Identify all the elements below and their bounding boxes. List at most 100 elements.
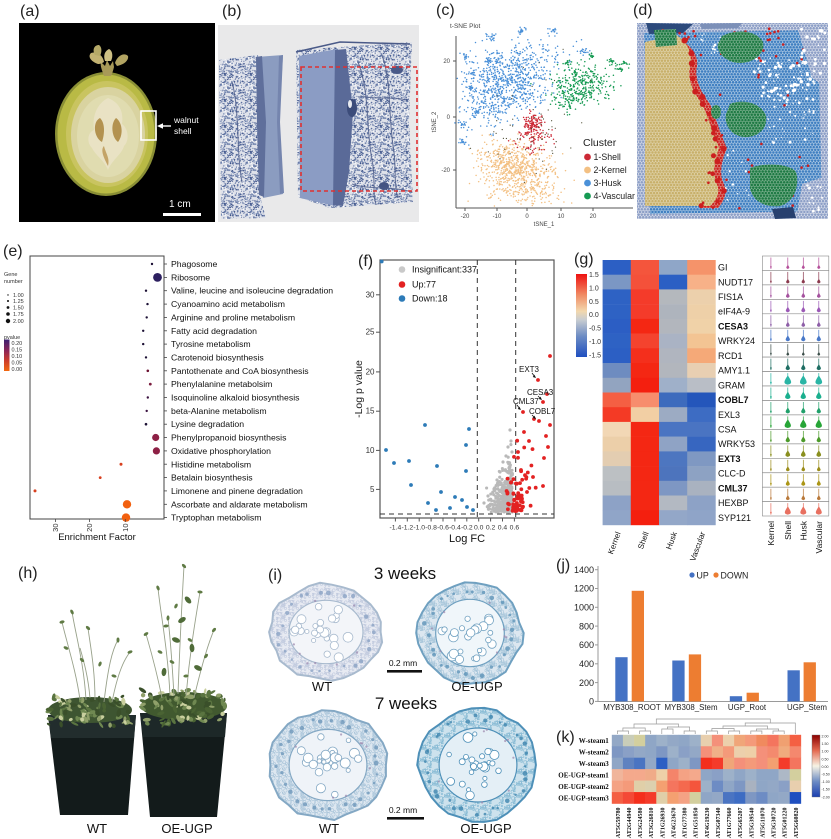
svg-text:-0.4: -0.4 <box>449 525 461 532</box>
svg-text:OE-UGP-steam3: OE-UGP-steam3 <box>558 794 609 802</box>
svg-text:20: 20 <box>443 59 450 65</box>
svg-text:-0.2: -0.2 <box>461 525 473 532</box>
svg-text:COBL7: COBL7 <box>529 407 556 416</box>
svg-text:0.2 mm: 0.2 mm <box>389 658 417 668</box>
svg-text:-1.4: -1.4 <box>390 525 402 532</box>
svg-text:Phenylalanine metabolsim: Phenylalanine metabolsim <box>171 379 272 389</box>
svg-text:Husk: Husk <box>798 520 808 540</box>
svg-text:Pantothenate and CoA biosynthe: Pantothenate and CoA biosynthesis <box>171 366 309 376</box>
svg-text:OE-UGP: OE-UGP <box>451 679 502 694</box>
svg-text:-2.00: -2.00 <box>822 795 830 799</box>
svg-text:Isoquinoline alkaloid biosynth: Isoquinoline alkaloid biosynthesis <box>171 393 300 403</box>
svg-text:2.00: 2.00 <box>13 319 24 325</box>
svg-text:Insignificant:337: Insignificant:337 <box>412 265 477 275</box>
svg-text:1.5: 1.5 <box>589 272 599 279</box>
svg-text:0.05: 0.05 <box>12 361 23 367</box>
svg-text:-1.2: -1.2 <box>401 525 413 532</box>
svg-text:AT3G24580: AT3G24580 <box>638 808 644 839</box>
svg-text:Enrichment Factor: Enrichment Factor <box>58 532 136 543</box>
svg-text:0.10: 0.10 <box>12 354 23 360</box>
svg-text:600: 600 <box>579 640 594 650</box>
svg-text:1000: 1000 <box>574 603 594 613</box>
svg-text:CML37: CML37 <box>513 397 539 406</box>
svg-text:-1.50: -1.50 <box>822 788 830 792</box>
svg-text:1-Shell: 1-Shell <box>594 152 621 162</box>
svg-text:1.25: 1.25 <box>13 299 24 305</box>
svg-text:800: 800 <box>579 621 594 631</box>
svg-text:AT3G30720: AT3G30720 <box>772 808 778 839</box>
svg-text:Valine, leucine and isoleucine: Valine, leucine and isoleucine degradati… <box>171 286 333 296</box>
svg-text:Carotenoid biosynthesis: Carotenoid biosynthesis <box>171 352 264 362</box>
svg-text:DOWN: DOWN <box>721 571 749 581</box>
svg-text:Ribosome: Ribosome <box>171 272 210 282</box>
svg-text:OE-UGP: OE-UGP <box>161 821 212 836</box>
svg-text:0.6: 0.6 <box>510 525 520 532</box>
svg-text:AT1G51850: AT1G51850 <box>694 808 700 839</box>
svg-text:GRAM: GRAM <box>718 380 745 390</box>
svg-text:CLC-D: CLC-D <box>718 469 746 479</box>
svg-text:0.5: 0.5 <box>589 299 599 306</box>
svg-text:MYB308_ROOT: MYB308_ROOT <box>603 703 661 712</box>
svg-text:Cyanoamino acid metabolism: Cyanoamino acid metabolism <box>171 299 285 309</box>
svg-text:-0.50: -0.50 <box>822 773 830 777</box>
svg-text:shell: shell <box>174 126 192 136</box>
svg-text:eIF4A-9: eIF4A-9 <box>718 307 750 317</box>
svg-text:OE-UGP: OE-UGP <box>460 821 511 836</box>
svg-text:CSA: CSA <box>718 424 737 434</box>
svg-text:10: 10 <box>366 446 375 455</box>
svg-text:CESA3: CESA3 <box>527 388 554 397</box>
svg-text:UGP_Root: UGP_Root <box>728 703 767 712</box>
svg-text:-20: -20 <box>441 168 450 174</box>
svg-text:-1.0: -1.0 <box>589 339 601 346</box>
svg-text:WT: WT <box>87 821 107 836</box>
svg-text:-1.00: -1.00 <box>822 780 830 784</box>
svg-text:Betalain biosynthesis: Betalain biosynthesis <box>171 473 253 483</box>
svg-text:3 weeks: 3 weeks <box>374 564 436 583</box>
svg-text:1400: 1400 <box>574 565 594 575</box>
svg-text:-0.8: -0.8 <box>425 525 437 532</box>
svg-text:AT1G77660: AT1G77660 <box>727 808 733 839</box>
svg-text:-1.0: -1.0 <box>413 525 425 532</box>
svg-text:AT3G07340: AT3G07340 <box>716 808 722 839</box>
svg-text:Histidine metabolism: Histidine metabolism <box>171 459 251 469</box>
svg-text:Kernel: Kernel <box>766 521 776 546</box>
svg-text:0.00: 0.00 <box>822 765 829 769</box>
svg-text:1.75: 1.75 <box>13 312 24 318</box>
svg-text:0.0: 0.0 <box>474 525 484 532</box>
svg-text:20: 20 <box>85 524 94 532</box>
svg-text:20: 20 <box>366 367 375 376</box>
svg-text:(a): (a) <box>20 3 40 20</box>
svg-text:Arginine and proline metabolis: Arginine and proline metabolism <box>171 312 295 322</box>
svg-text:2-Kernel: 2-Kernel <box>594 165 627 175</box>
svg-text:Tyrosine metabolism: Tyrosine metabolism <box>171 339 251 349</box>
svg-text:AT5G65207: AT5G65207 <box>738 808 744 839</box>
svg-text:0.0: 0.0 <box>589 312 599 319</box>
svg-text:1.00: 1.00 <box>822 750 829 754</box>
svg-text:walnut: walnut <box>173 115 199 125</box>
svg-text:0.2 mm: 0.2 mm <box>389 805 417 815</box>
svg-text:(k): (k) <box>556 729 575 746</box>
svg-text:UP: UP <box>697 571 709 581</box>
svg-text:4-Vascular: 4-Vascular <box>594 191 635 201</box>
svg-text:0.50: 0.50 <box>822 757 829 761</box>
svg-text:3-Husk: 3-Husk <box>594 178 622 188</box>
svg-text:RCD1: RCD1 <box>718 351 743 361</box>
svg-text:(j): (j) <box>556 557 570 574</box>
svg-text:30: 30 <box>51 524 60 532</box>
svg-text:CESA3: CESA3 <box>718 321 748 331</box>
svg-text:AT2G44940: AT2G44940 <box>627 808 633 839</box>
svg-text:AT4G23670: AT4G23670 <box>671 808 677 839</box>
svg-text:Fatty acid degradation: Fatty acid degradation <box>171 326 257 336</box>
svg-text:Limonene and pinene degradatio: Limonene and pinene degradation <box>171 486 303 496</box>
svg-text:1.00: 1.00 <box>13 293 24 299</box>
svg-text:t-SNE Plot: t-SNE Plot <box>450 23 481 30</box>
svg-text:AT5G01220: AT5G01220 <box>783 808 789 839</box>
svg-text:AT4G19230: AT4G19230 <box>705 808 711 839</box>
svg-text:AT3G26810: AT3G26810 <box>649 808 655 839</box>
svg-text:(d): (d) <box>633 2 653 19</box>
svg-text:10: 10 <box>558 214 565 220</box>
svg-text:5: 5 <box>370 485 375 494</box>
svg-text:1.50: 1.50 <box>822 742 829 746</box>
svg-text:HEXBP: HEXBP <box>718 498 749 508</box>
svg-text:MYB308_Stem: MYB308_Stem <box>664 703 717 712</box>
